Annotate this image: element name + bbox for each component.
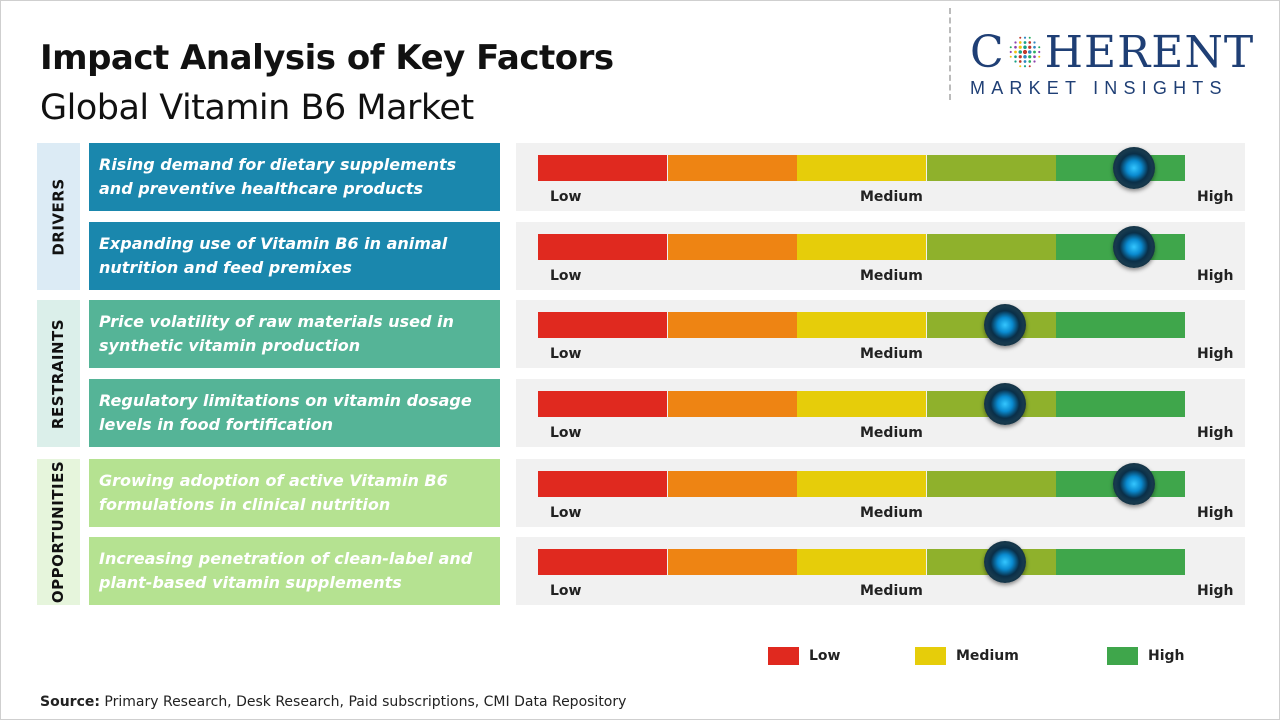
impact-segment xyxy=(797,471,927,497)
scale-high-label: High xyxy=(1197,425,1234,441)
legend-label: Medium xyxy=(956,648,1019,664)
factor-text-box: Price volatility of raw materials used i… xyxy=(89,300,500,368)
impact-marker xyxy=(983,304,1026,346)
impact-segment xyxy=(926,155,1056,181)
impact-segment xyxy=(797,549,927,575)
logo-tagline: MARKET INSIGHTS xyxy=(970,78,1228,98)
logo-globe-icon xyxy=(1009,36,1040,68)
scale-medium-label: Medium xyxy=(860,189,923,205)
impact-bar xyxy=(538,471,1186,497)
factor-text-box: Expanding use of Vitamin B6 in animal nu… xyxy=(89,222,500,290)
impact-segment xyxy=(538,549,667,575)
impact-segment xyxy=(797,234,927,260)
scale-low-label: Low xyxy=(550,583,582,599)
impact-segment xyxy=(538,391,667,417)
impact-bar xyxy=(538,312,1186,338)
impact-marker xyxy=(983,383,1026,425)
impact-segment xyxy=(926,234,1056,260)
factor-text-box: Rising demand for dietary supplements an… xyxy=(89,143,500,211)
scale-high-label: High xyxy=(1197,268,1234,284)
impact-segment xyxy=(797,391,927,417)
factor-text-box: Growing adoption of active Vitamin B6 fo… xyxy=(89,459,500,527)
scale-low-label: Low xyxy=(550,268,582,284)
category-drivers: DRIVERS xyxy=(37,143,80,290)
legend-label: Low xyxy=(809,648,841,664)
impact-segment xyxy=(797,155,927,181)
scale-high-label: High xyxy=(1197,189,1234,205)
scale-low-label: Low xyxy=(550,346,582,362)
impact-marker xyxy=(1113,147,1156,189)
legend-label: High xyxy=(1148,648,1185,664)
scale-medium-label: Medium xyxy=(860,268,923,284)
impact-marker xyxy=(1113,463,1156,505)
category-label: RESTRAINTS xyxy=(49,318,68,429)
impact-segment xyxy=(926,471,1056,497)
impact-bar xyxy=(538,155,1186,181)
source-note: Source: Primary Research, Desk Research,… xyxy=(40,694,626,710)
impact-segment xyxy=(1056,391,1186,417)
factor-text-box: Regulatory limitations on vitamin dosage… xyxy=(89,379,500,447)
logo-divider xyxy=(949,8,951,100)
impact-segment xyxy=(538,471,667,497)
page-subtitle: Global Vitamin B6 Market xyxy=(40,88,474,128)
legend-swatch xyxy=(915,647,946,665)
legend-swatch xyxy=(768,647,799,665)
company-logo: C HERENT MARKET INSIGHTS xyxy=(970,30,1262,99)
scale-medium-label: Medium xyxy=(860,505,923,521)
legend-swatch xyxy=(1107,647,1138,665)
scale-medium-label: Medium xyxy=(860,583,923,599)
impact-scale: Low Medium High xyxy=(516,143,1245,211)
impact-segment xyxy=(667,549,797,575)
legend-low: Low xyxy=(768,647,840,665)
impact-scale: Low Medium High xyxy=(516,537,1245,605)
category-restraints: RESTRAINTS xyxy=(37,300,80,447)
logo-letter-c: C xyxy=(970,27,1005,78)
category-label: OPPORTUNITIES xyxy=(49,460,68,604)
impact-segment xyxy=(667,155,797,181)
source-prefix: Source: xyxy=(40,694,100,710)
impact-segment xyxy=(538,312,667,338)
impact-marker xyxy=(1113,226,1156,268)
category-label: DRIVERS xyxy=(49,177,68,256)
scale-high-label: High xyxy=(1197,346,1234,362)
impact-segment xyxy=(667,312,797,338)
impact-segment xyxy=(667,234,797,260)
impact-segment xyxy=(667,471,797,497)
logo-letters: HERENT xyxy=(1044,27,1255,78)
factor-text-box: Increasing penetration of clean-label an… xyxy=(89,537,500,605)
impact-bar xyxy=(538,234,1186,260)
logo-wordmark: C HERENT xyxy=(970,30,1262,76)
impact-bar xyxy=(538,549,1186,575)
impact-segment xyxy=(667,391,797,417)
source-text: Primary Research, Desk Research, Paid su… xyxy=(99,694,627,710)
legend-medium: Medium xyxy=(915,647,1019,665)
scale-low-label: Low xyxy=(550,425,582,441)
impact-segment xyxy=(538,155,667,181)
legend-high: High xyxy=(1107,647,1185,665)
category-opportunities: OPPORTUNITIES xyxy=(37,459,80,605)
impact-scale: Low Medium High xyxy=(516,300,1245,368)
scale-medium-label: Medium xyxy=(860,425,923,441)
impact-segment xyxy=(1056,312,1186,338)
page-title: Impact Analysis of Key Factors xyxy=(40,38,614,78)
scale-high-label: High xyxy=(1197,505,1234,521)
scale-low-label: Low xyxy=(550,505,582,521)
impact-scale: Low Medium High xyxy=(516,379,1245,447)
impact-bar xyxy=(538,391,1186,417)
impact-segment xyxy=(1056,549,1186,575)
scale-medium-label: Medium xyxy=(860,346,923,362)
scale-high-label: High xyxy=(1197,583,1234,599)
impact-marker xyxy=(983,541,1026,583)
scale-low-label: Low xyxy=(550,189,582,205)
impact-segment xyxy=(797,312,927,338)
impact-scale: Low Medium High xyxy=(516,222,1245,290)
impact-segment xyxy=(538,234,667,260)
impact-scale: Low Medium High xyxy=(516,459,1245,527)
